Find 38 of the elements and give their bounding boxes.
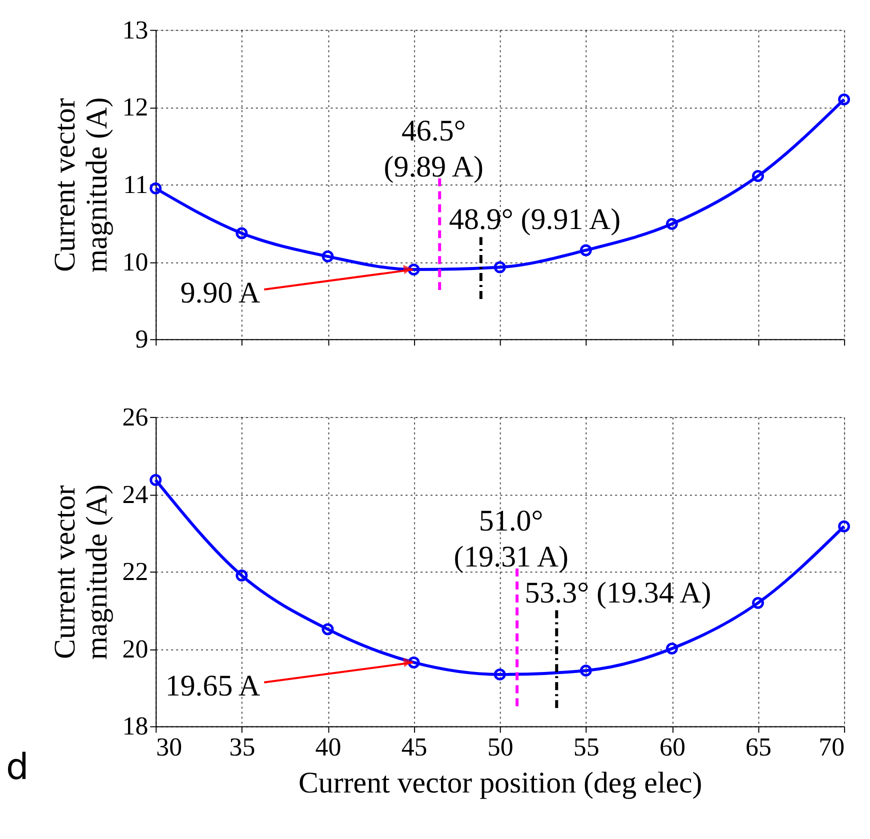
x-axis-title: Current vector position (deg elec): [298, 766, 702, 800]
y-axis-title: Current vector magnitude (A): [48, 97, 114, 273]
point: [150, 182, 162, 194]
y-tick-label: 9: [135, 324, 148, 354]
ref-line-label: 46.5° (9.89 A): [384, 114, 484, 184]
point: [666, 218, 678, 230]
x-tick-label: 40: [315, 732, 342, 762]
y-tick-label: 10: [122, 247, 148, 276]
point: [494, 261, 506, 274]
x-tick-label: 55: [573, 732, 600, 762]
annotation: 19.65 A: [165, 669, 261, 702]
x-tick-label: 50: [487, 732, 514, 762]
point: [752, 170, 764, 182]
x-tick-label: 65: [746, 732, 772, 762]
y-tick-label: 22: [122, 557, 148, 586]
x-tick-label: 45: [401, 732, 428, 762]
x-tick-label: 30: [156, 732, 182, 762]
y-tick-label: 18: [122, 712, 148, 741]
x-tick-label: 70: [818, 732, 845, 762]
x-tick-label: 60: [659, 732, 686, 762]
y-axis-title: Current vector magnitude (A): [48, 484, 114, 660]
annotation: 9.90 A: [180, 276, 261, 310]
point: [838, 93, 850, 106]
point: [408, 264, 420, 276]
text: d: [6, 747, 29, 788]
y-tick-label: 24: [122, 480, 148, 509]
point: [580, 244, 592, 256]
ref-line-label: 53.3° (19.34 A): [524, 576, 712, 610]
y-tick-label: 13: [122, 15, 148, 44]
y-tick-label: 26: [122, 402, 148, 432]
x-tick-label: 35: [229, 732, 256, 762]
ref-line-label: 48.9° (9.91 A): [448, 203, 621, 236]
ref-line-label: 51.0° (19.31 A): [454, 504, 568, 574]
y-tick-label: 20: [122, 634, 148, 664]
y-tick-label: 11: [123, 170, 148, 199]
y-tick-label: 12: [122, 92, 148, 122]
point: [322, 250, 334, 262]
point: [236, 227, 248, 240]
